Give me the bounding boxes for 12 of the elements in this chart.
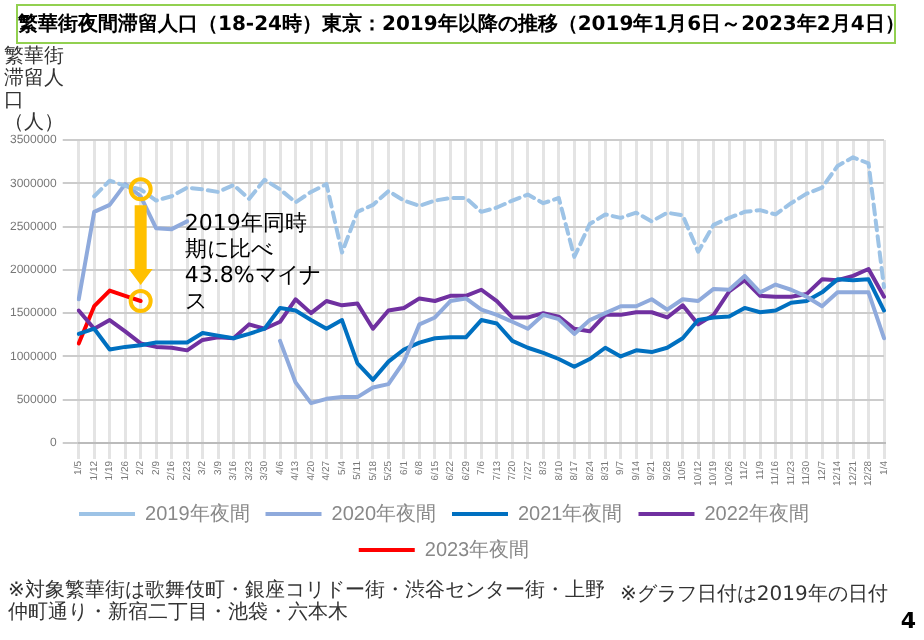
chart-title: 繁華街夜間滞留人口（18-24時）東京：2019年以降の推移（2019年1月6日～2023年2月4日） [16,10,905,40]
legend-label: 2019年夜間 [145,501,250,526]
text: ※対象繁華街は歌舞伎町・銀座コリドー街・渋谷センター街・上野仲町通り・新宿二丁目・池袋・六本木 [8,580,607,624]
line-series [92,155,886,290]
legend-label: 2021年夜間 [518,501,623,526]
text: ※グラフ日付は2019年の日付 [620,582,888,608]
legend-label: 2022年夜間 [704,501,809,526]
legend-label: 2020年夜間 [331,501,437,526]
legend-label: 2023年夜間 [424,537,530,562]
text: 4 [900,608,916,634]
y-axis-title: 繁華街滞留人口（人） [4,46,66,134]
annotation: 2019年同時期に比べ43.8%マイナス [184,209,323,314]
